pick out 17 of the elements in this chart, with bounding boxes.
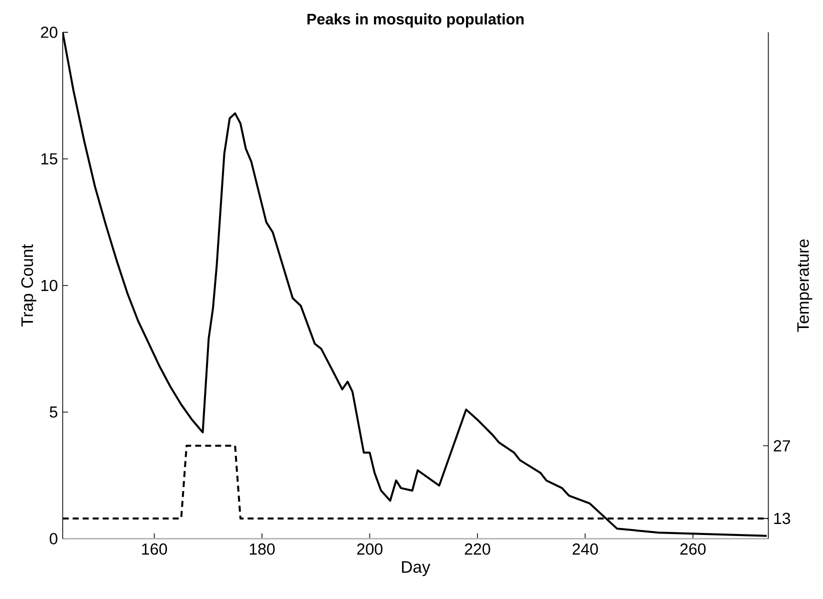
x-tick-label: 260 <box>680 543 706 555</box>
x-tick-label: 200 <box>357 543 382 555</box>
y-tick-label: 0 <box>50 533 58 544</box>
y2-tick-label: 27 <box>774 440 790 452</box>
y-axis-title: Trap Count <box>21 244 36 326</box>
y-tick-label: 5 <box>50 406 58 418</box>
y2-axis-title: Temperature <box>797 239 812 332</box>
x-tick-label: 180 <box>250 543 275 555</box>
x-axis-title: Day <box>402 561 430 576</box>
x-tick-label: 240 <box>572 543 598 555</box>
y2-tick-label: 13 <box>774 512 790 524</box>
chart-title: Peaks in mosquito population <box>307 13 524 28</box>
y-tick-label: 10 <box>41 280 58 292</box>
x-tick-label: 160 <box>142 543 167 555</box>
y-tick-label: 20 <box>40 26 58 38</box>
x-tick-label: 220 <box>464 543 490 555</box>
y-tick-label: 15 <box>41 153 58 164</box>
